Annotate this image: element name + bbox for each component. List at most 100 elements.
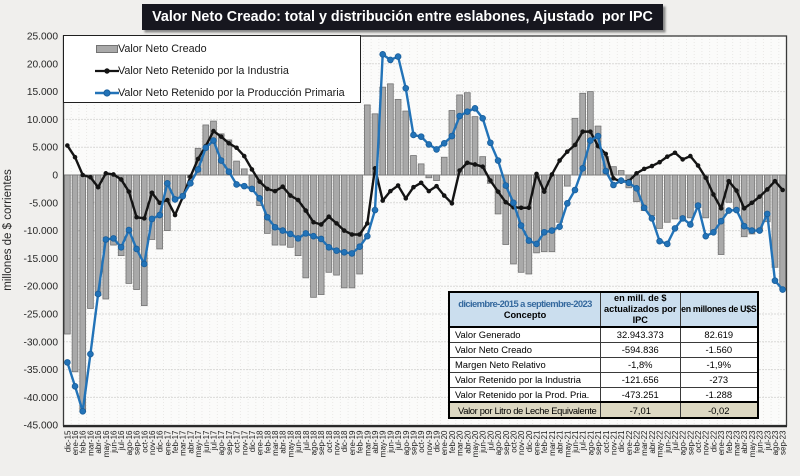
svg-text:mar-16: mar-16 bbox=[86, 430, 95, 456]
svg-text:may-17: may-17 bbox=[194, 430, 203, 457]
svg-text:ago-23: ago-23 bbox=[771, 430, 780, 455]
svg-text:dic-22: dic-22 bbox=[709, 430, 718, 452]
svg-text:abr-21: abr-21 bbox=[556, 430, 565, 454]
svg-text:mar-19: mar-19 bbox=[363, 430, 372, 456]
svg-text:ene-21: ene-21 bbox=[533, 430, 542, 455]
svg-text:jun-18: jun-18 bbox=[294, 430, 303, 454]
svg-text:abr-23: abr-23 bbox=[740, 430, 749, 454]
svg-text:feb-18: feb-18 bbox=[263, 430, 272, 453]
svg-text:nov-21: nov-21 bbox=[609, 430, 618, 455]
svg-text:dic-18: dic-18 bbox=[340, 430, 349, 452]
svg-text:jun-22: jun-22 bbox=[663, 430, 672, 454]
svg-text:ene-20: ene-20 bbox=[440, 430, 449, 455]
svg-text:may-23: may-23 bbox=[748, 430, 757, 457]
svg-text:jul-17: jul-17 bbox=[209, 430, 218, 451]
svg-text:jul-23: jul-23 bbox=[763, 430, 772, 451]
svg-text:feb-20: feb-20 bbox=[448, 430, 457, 453]
svg-text:may-20: may-20 bbox=[471, 430, 480, 457]
svg-text:sep-19: sep-19 bbox=[409, 430, 418, 455]
svg-text:sep-22: sep-22 bbox=[686, 430, 695, 455]
svg-text:feb-16: feb-16 bbox=[79, 430, 88, 453]
svg-text:ene-16: ene-16 bbox=[71, 430, 80, 455]
svg-text:feb-17: feb-17 bbox=[171, 430, 180, 453]
svg-text:jun-16: jun-16 bbox=[109, 430, 118, 454]
svg-text:jul-19: jul-19 bbox=[394, 430, 403, 451]
svg-text:20.000: 20.000 bbox=[27, 59, 58, 70]
svg-text:dic-19: dic-19 bbox=[433, 430, 442, 452]
svg-text:jul-21: jul-21 bbox=[579, 430, 588, 451]
svg-text:jun-23: jun-23 bbox=[756, 430, 765, 454]
svg-text:5.000: 5.000 bbox=[33, 143, 59, 154]
svg-text:ene-18: ene-18 bbox=[256, 430, 265, 455]
svg-text:oct-19: oct-19 bbox=[417, 430, 426, 453]
svg-text:ago-16: ago-16 bbox=[125, 430, 134, 455]
svg-text:ene-22: ene-22 bbox=[625, 430, 634, 455]
svg-text:jun-20: jun-20 bbox=[479, 430, 488, 454]
svg-text:dic-16: dic-16 bbox=[156, 430, 165, 452]
svg-text:abr-19: abr-19 bbox=[371, 430, 380, 454]
svg-text:may-22: may-22 bbox=[656, 430, 665, 457]
svg-text:sep-20: sep-20 bbox=[502, 430, 511, 455]
svg-text:feb-23: feb-23 bbox=[725, 430, 734, 453]
svg-text:jul-16: jul-16 bbox=[117, 430, 126, 451]
svg-text:jun-19: jun-19 bbox=[386, 430, 395, 454]
svg-text:jul-22: jul-22 bbox=[671, 430, 680, 451]
svg-text:nov-18: nov-18 bbox=[333, 430, 342, 455]
svg-text:oct-16: oct-16 bbox=[140, 430, 149, 453]
svg-text:-10.000: -10.000 bbox=[23, 226, 58, 237]
svg-text:sep-17: sep-17 bbox=[225, 430, 234, 455]
svg-text:-40.000: -40.000 bbox=[23, 393, 58, 404]
svg-text:dic-21: dic-21 bbox=[617, 430, 626, 452]
svg-text:jun-17: jun-17 bbox=[202, 430, 211, 454]
svg-text:feb-21: feb-21 bbox=[540, 430, 549, 453]
svg-text:15.000: 15.000 bbox=[27, 87, 58, 98]
svg-text:mar-22: mar-22 bbox=[640, 430, 649, 456]
svg-text:oct-18: oct-18 bbox=[325, 430, 334, 453]
svg-text:ago-21: ago-21 bbox=[586, 430, 595, 455]
svg-text:jul-18: jul-18 bbox=[302, 430, 311, 451]
svg-text:oct-20: oct-20 bbox=[509, 430, 518, 453]
svg-text:sep-21: sep-21 bbox=[594, 430, 603, 455]
svg-text:abr-16: abr-16 bbox=[94, 430, 103, 454]
svg-text:0: 0 bbox=[52, 171, 58, 182]
svg-text:-30.000: -30.000 bbox=[23, 337, 58, 348]
svg-text:nov-22: nov-22 bbox=[702, 430, 711, 455]
svg-text:nov-20: nov-20 bbox=[517, 430, 526, 455]
svg-text:ene-19: ene-19 bbox=[348, 430, 357, 455]
svg-text:mar-17: mar-17 bbox=[179, 430, 188, 456]
svg-text:jun-21: jun-21 bbox=[571, 430, 580, 454]
svg-text:may-18: may-18 bbox=[286, 430, 295, 457]
svg-text:abr-17: abr-17 bbox=[186, 430, 195, 454]
svg-text:oct-17: oct-17 bbox=[233, 430, 242, 453]
svg-text:-5.000: -5.000 bbox=[29, 198, 58, 209]
svg-text:jul-20: jul-20 bbox=[486, 430, 495, 451]
svg-text:abr-18: abr-18 bbox=[279, 430, 288, 454]
svg-text:-35.000: -35.000 bbox=[23, 365, 58, 376]
svg-text:dic-20: dic-20 bbox=[525, 430, 534, 452]
svg-text:sep-18: sep-18 bbox=[317, 430, 326, 455]
svg-text:sep-16: sep-16 bbox=[133, 430, 142, 455]
svg-text:nov-17: nov-17 bbox=[240, 430, 249, 455]
svg-text:ene-23: ene-23 bbox=[717, 430, 726, 455]
svg-text:ago-18: ago-18 bbox=[309, 430, 318, 455]
svg-text:mar-23: mar-23 bbox=[733, 430, 742, 456]
svg-text:-45.000: -45.000 bbox=[23, 421, 58, 432]
svg-text:mar-21: mar-21 bbox=[548, 430, 557, 456]
svg-text:nov-16: nov-16 bbox=[148, 430, 157, 455]
svg-text:dic-17: dic-17 bbox=[248, 430, 257, 452]
svg-text:nov-19: nov-19 bbox=[425, 430, 434, 455]
svg-text:may-19: may-19 bbox=[379, 430, 388, 457]
svg-text:ago-20: ago-20 bbox=[494, 430, 503, 455]
svg-text:-15.000: -15.000 bbox=[23, 254, 58, 265]
svg-text:oct-21: oct-21 bbox=[602, 430, 611, 453]
svg-text:feb-22: feb-22 bbox=[633, 430, 642, 453]
svg-text:-25.000: -25.000 bbox=[23, 310, 58, 321]
svg-text:may-16: may-16 bbox=[102, 430, 111, 457]
svg-text:abr-20: abr-20 bbox=[463, 430, 472, 454]
svg-text:ago-19: ago-19 bbox=[402, 430, 411, 455]
svg-text:abr-22: abr-22 bbox=[648, 430, 657, 454]
svg-text:millones de $ corrientes: millones de $ corrientes bbox=[2, 169, 14, 291]
svg-text:may-21: may-21 bbox=[563, 430, 572, 457]
svg-text:ene-17: ene-17 bbox=[163, 430, 172, 455]
svg-text:sep-23: sep-23 bbox=[779, 430, 788, 455]
